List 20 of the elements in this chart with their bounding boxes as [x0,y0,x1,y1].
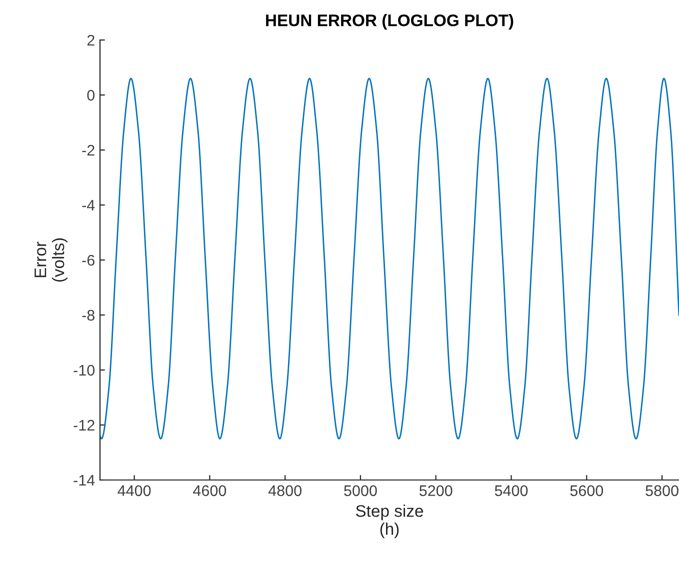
x-tick-label: 5400 [494,485,528,496]
y-tick-label: -12 [74,420,94,431]
x-tick-label: 5000 [344,485,377,496]
y-tick-label: 0 [87,90,95,101]
x-tick-label: 5600 [570,485,604,496]
y-tick-label: -4 [82,200,95,211]
y-tick-label: -10 [74,364,95,376]
chart-title: HEUN ERROR (LOGLOG PLOT) [266,14,514,30]
y-tick-label: -14 [74,475,95,486]
y-tick-label: -2 [82,144,94,156]
x-axis-title: Step size (h) [356,504,424,538]
x-tick-label: 5800 [646,485,678,496]
x-tick-label: 5200 [419,485,452,496]
y-tick-label: 2 [87,34,94,46]
y-axis-title: Error (volts) [34,238,68,282]
x-tick-label: 4600 [193,485,226,496]
x-tick-label: 4400 [118,485,151,496]
y-tick-label: -6 [82,254,94,266]
x-tick-label: 4800 [268,485,302,496]
y-tick-label: -8 [82,310,94,321]
